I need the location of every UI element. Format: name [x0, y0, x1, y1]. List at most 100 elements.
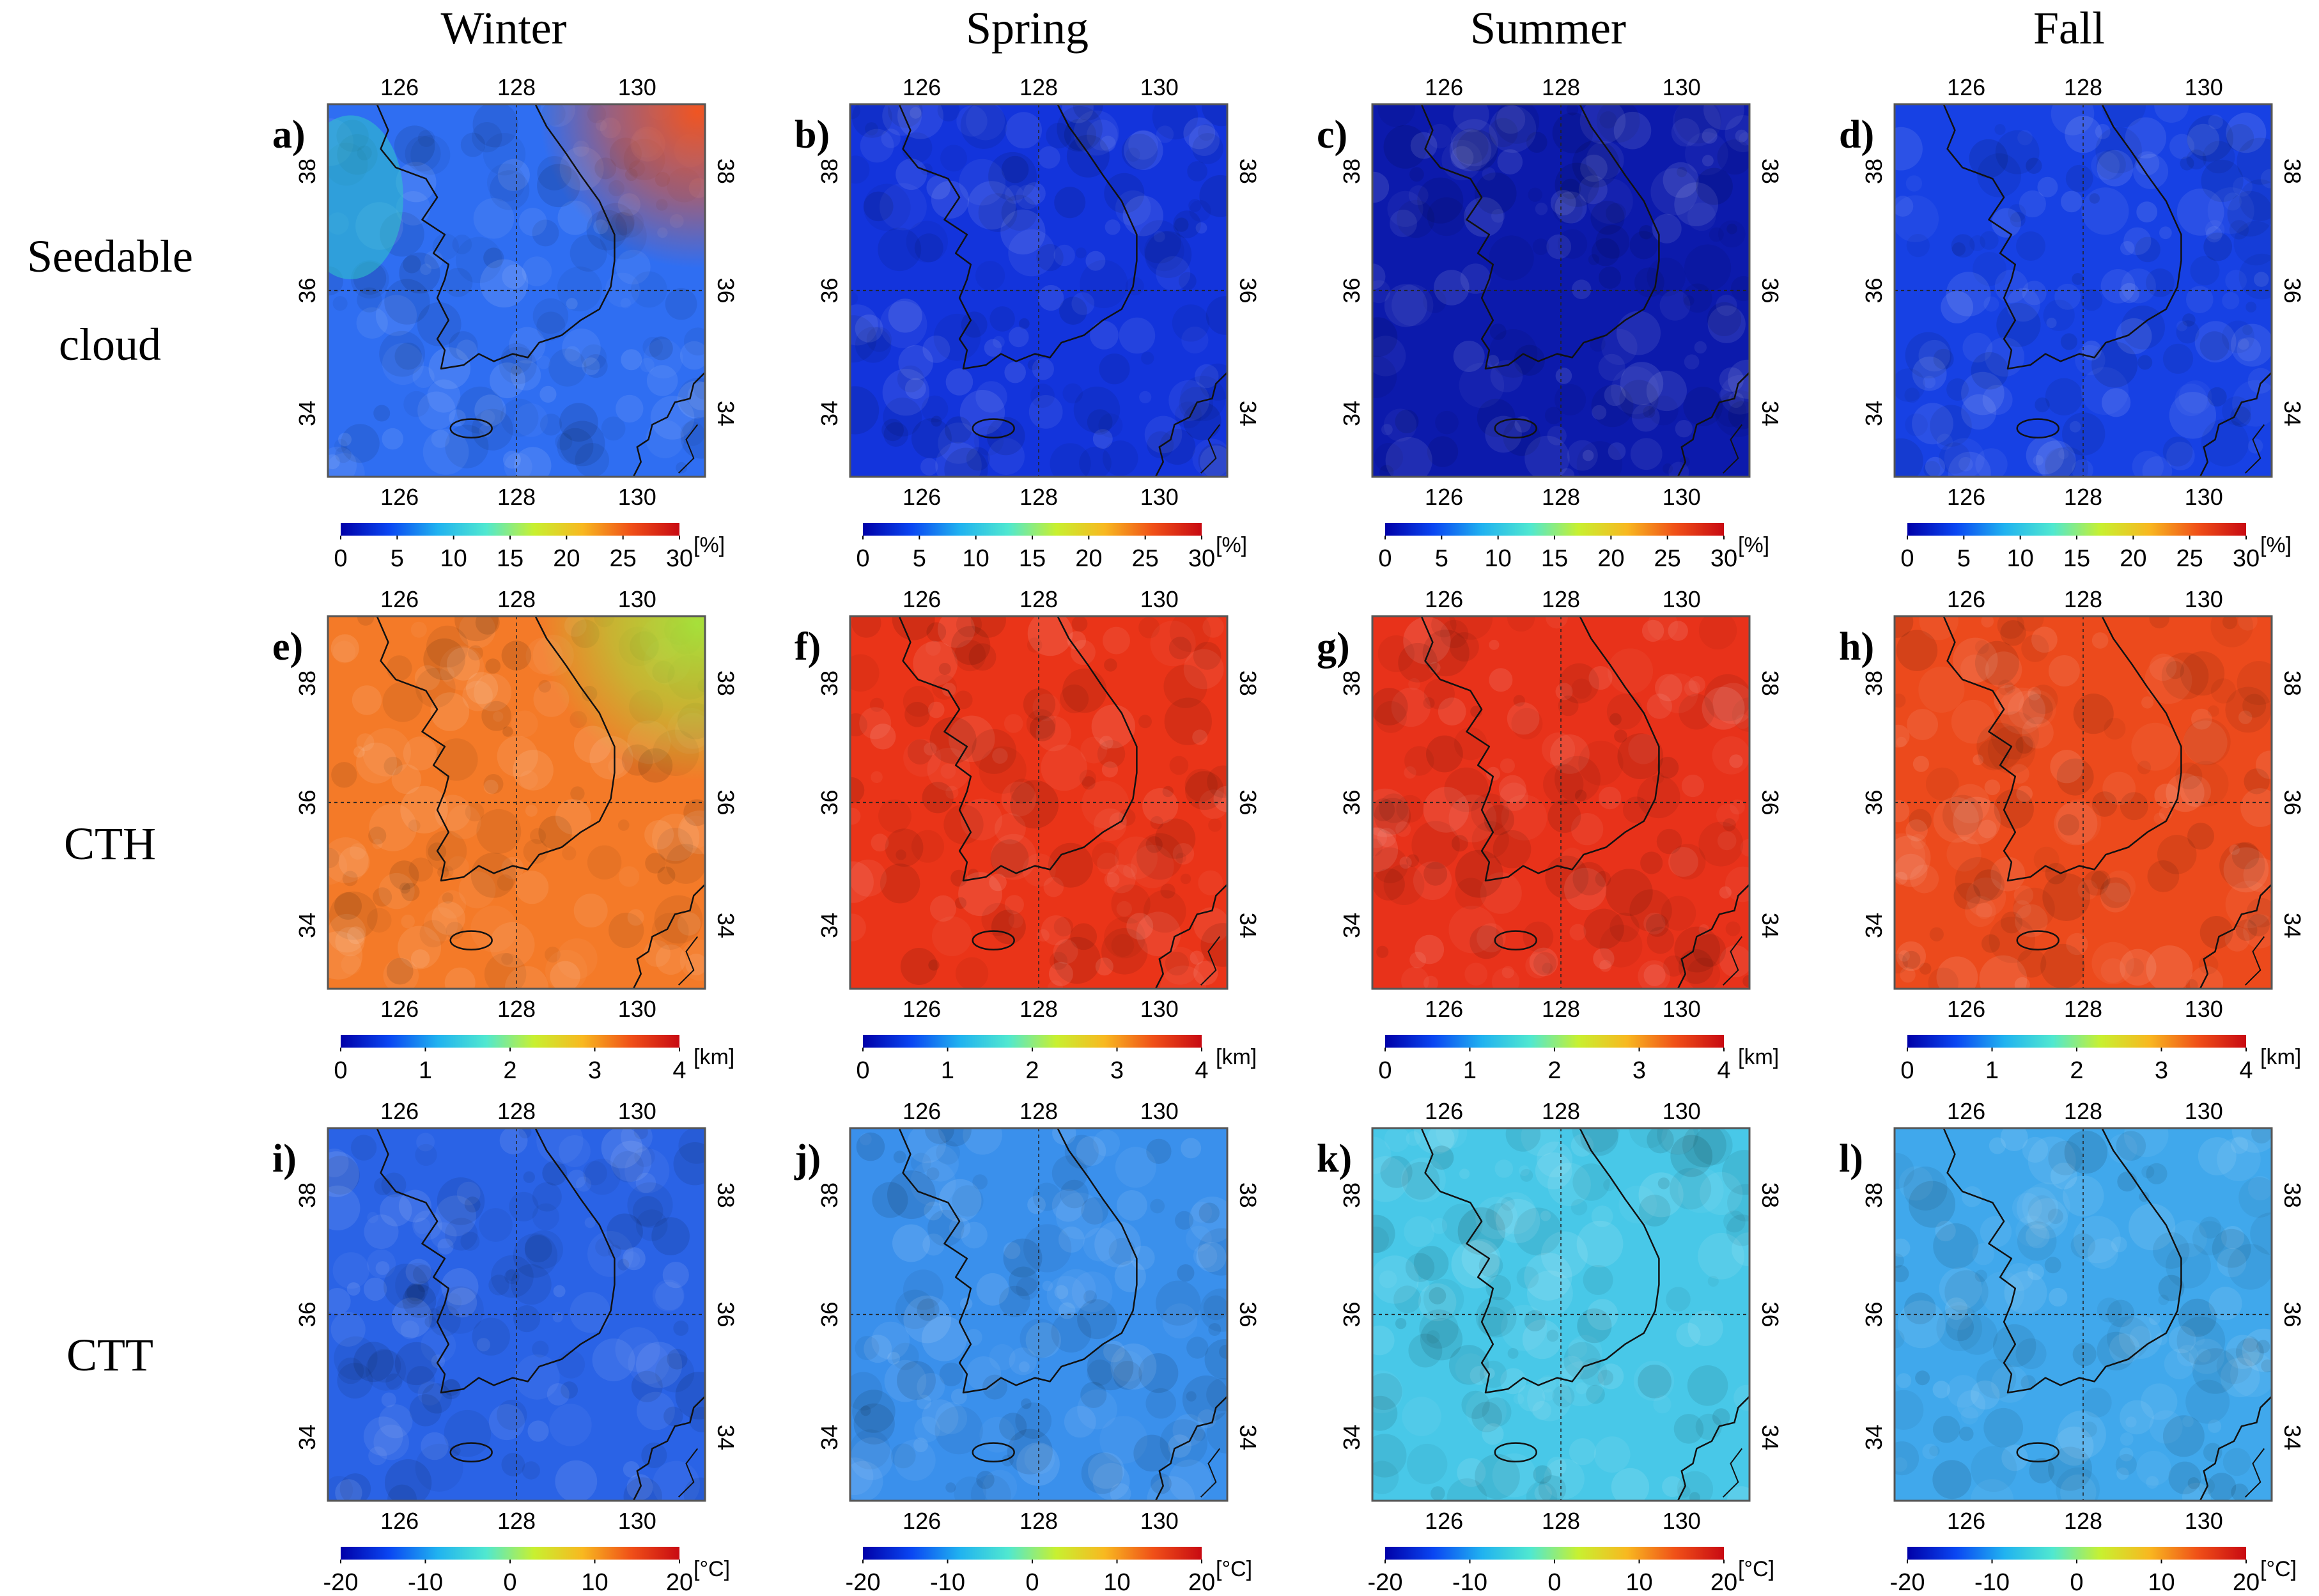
colorbar-tick-label: 10 — [1625, 1569, 1652, 1596]
texture-blob — [532, 1203, 560, 1230]
texture-blob — [1558, 1361, 1604, 1407]
texture-blob — [907, 1128, 947, 1163]
lon-tick-bottom: 128 — [1542, 996, 1580, 1022]
colorbar — [341, 1547, 679, 1560]
texture-blob — [610, 1140, 652, 1182]
texture-blob — [1104, 173, 1145, 213]
texture-blob — [1534, 1484, 1552, 1501]
texture-blob — [1730, 799, 1745, 815]
texture-blob — [430, 1222, 457, 1249]
texture-blob — [897, 1361, 936, 1400]
texture-blob — [2166, 661, 2185, 679]
texture-blob — [1087, 1360, 1113, 1386]
colorbar-tick-label: 30 — [1710, 545, 1737, 572]
texture-blob — [2073, 1216, 2121, 1264]
texture-blob — [332, 1252, 369, 1289]
lon-tick-top: 126 — [1425, 74, 1463, 100]
texture-blob — [1420, 1318, 1463, 1361]
coastline-japan — [632, 371, 706, 477]
texture-blob — [1198, 789, 1227, 819]
texture-blob — [2037, 176, 2058, 198]
texture-blob — [627, 1182, 673, 1228]
colorbar-tick-label: 2 — [503, 1057, 516, 1084]
texture-blob — [1146, 1138, 1172, 1165]
texture-blob — [616, 394, 644, 423]
texture-blob — [1519, 1165, 1530, 1176]
colorbar-tick-label: 10 — [2007, 545, 2034, 572]
texture-blob — [2118, 1315, 2162, 1359]
texture-blob — [1707, 302, 1742, 336]
texture-blob — [1740, 839, 1749, 857]
colorbar-tick-label: 2 — [1025, 1057, 1039, 1084]
texture-blob — [536, 311, 566, 341]
texture-blob — [903, 738, 942, 777]
texture-blob — [1970, 1479, 2014, 1501]
texture-blob — [446, 922, 464, 940]
texture-blob — [1546, 234, 1572, 260]
texture-blob — [2208, 1287, 2242, 1321]
texture-blob — [1136, 911, 1181, 957]
texture-blob — [1501, 966, 1514, 979]
texture-blob — [928, 959, 940, 971]
texture-blob — [662, 1262, 689, 1289]
texture-blob — [937, 104, 960, 122]
lon-tick-bottom: 128 — [1020, 1508, 1058, 1534]
texture-blob — [2027, 1198, 2068, 1239]
texture-blob — [882, 369, 930, 416]
texture-blob — [2017, 1221, 2057, 1261]
texture-blob — [2022, 1182, 2070, 1230]
texture-blob — [2159, 226, 2172, 240]
texture-blob — [1574, 789, 1587, 802]
texture-blob — [1073, 104, 1103, 121]
texture-blob — [1687, 957, 1721, 989]
texture-blob — [2049, 1287, 2068, 1307]
texture-blob — [967, 181, 1016, 230]
texture-blob — [532, 298, 569, 334]
texture-blob — [2231, 1484, 2249, 1501]
texture-blob — [576, 1176, 591, 1192]
texture-blob — [1895, 724, 1910, 748]
texture-blob — [1199, 174, 1227, 217]
texture-blob — [2125, 958, 2144, 977]
texture-blob — [1101, 761, 1118, 778]
panel-letter: d) — [1839, 113, 1874, 157]
lat-tick-right: 38 — [2279, 159, 2306, 184]
texture-blob — [1104, 872, 1120, 888]
colorbar — [1907, 1035, 2246, 1048]
texture-blob — [1699, 1172, 1743, 1216]
texture-blob — [1156, 1280, 1201, 1326]
lon-tick-bottom: 128 — [2064, 996, 2102, 1022]
lat-tick-right: 36 — [1235, 1301, 1261, 1327]
texture-blob — [2120, 949, 2157, 986]
texture-blob — [1922, 1443, 1938, 1460]
texture-blob — [1197, 123, 1215, 141]
texture-blob — [2178, 380, 2212, 414]
texture-blob — [1396, 794, 1424, 823]
panel-letter: a) — [272, 113, 306, 157]
texture-blob — [400, 786, 448, 834]
texture-blob — [1138, 1353, 1179, 1393]
texture-blob — [850, 104, 860, 120]
texture-blob — [961, 1221, 988, 1249]
texture-blob — [1073, 386, 1121, 433]
texture-blob — [967, 869, 979, 880]
texture-blob — [2083, 870, 2109, 896]
texture-blob — [2081, 1388, 2112, 1418]
texture-blob — [1571, 279, 1592, 300]
texture-blob — [444, 1409, 492, 1457]
texture-blob — [424, 251, 443, 270]
texture-blob — [584, 1217, 596, 1228]
texture-blob — [2244, 768, 2270, 794]
texture-blob — [417, 130, 435, 148]
texture-blob — [2162, 437, 2193, 467]
texture-blob — [1578, 175, 1608, 205]
texture-blob — [2245, 301, 2257, 313]
texture-blob — [1380, 1156, 1413, 1188]
texture-blob — [1448, 794, 1497, 842]
texture-blob — [608, 757, 625, 775]
texture-blob — [1130, 844, 1174, 888]
texture-blob — [866, 327, 892, 352]
texture-blob — [1895, 871, 1908, 885]
texture-blob — [363, 1416, 403, 1456]
